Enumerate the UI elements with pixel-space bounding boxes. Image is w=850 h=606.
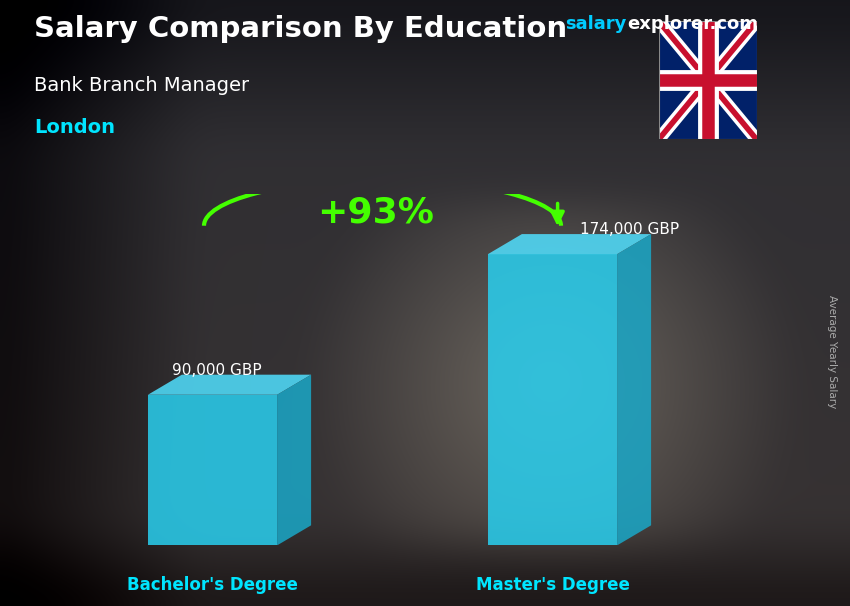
Text: 90,000 GBP: 90,000 GBP	[172, 363, 261, 378]
Text: Salary Comparison By Education: Salary Comparison By Education	[34, 15, 567, 43]
Text: Bachelor's Degree: Bachelor's Degree	[127, 576, 298, 593]
Polygon shape	[488, 254, 617, 545]
Polygon shape	[148, 395, 277, 545]
Text: London: London	[34, 118, 115, 137]
Polygon shape	[659, 21, 756, 139]
Text: Bank Branch Manager: Bank Branch Manager	[34, 76, 249, 95]
Text: explorer.com: explorer.com	[627, 15, 758, 33]
Polygon shape	[277, 375, 311, 545]
Text: Master's Degree: Master's Degree	[475, 576, 630, 593]
Text: 174,000 GBP: 174,000 GBP	[580, 222, 679, 238]
Polygon shape	[148, 375, 311, 395]
Text: +93%: +93%	[317, 195, 434, 229]
Polygon shape	[617, 234, 651, 545]
Polygon shape	[488, 234, 651, 254]
Text: Average Yearly Salary: Average Yearly Salary	[827, 295, 837, 408]
Text: salary: salary	[565, 15, 626, 33]
